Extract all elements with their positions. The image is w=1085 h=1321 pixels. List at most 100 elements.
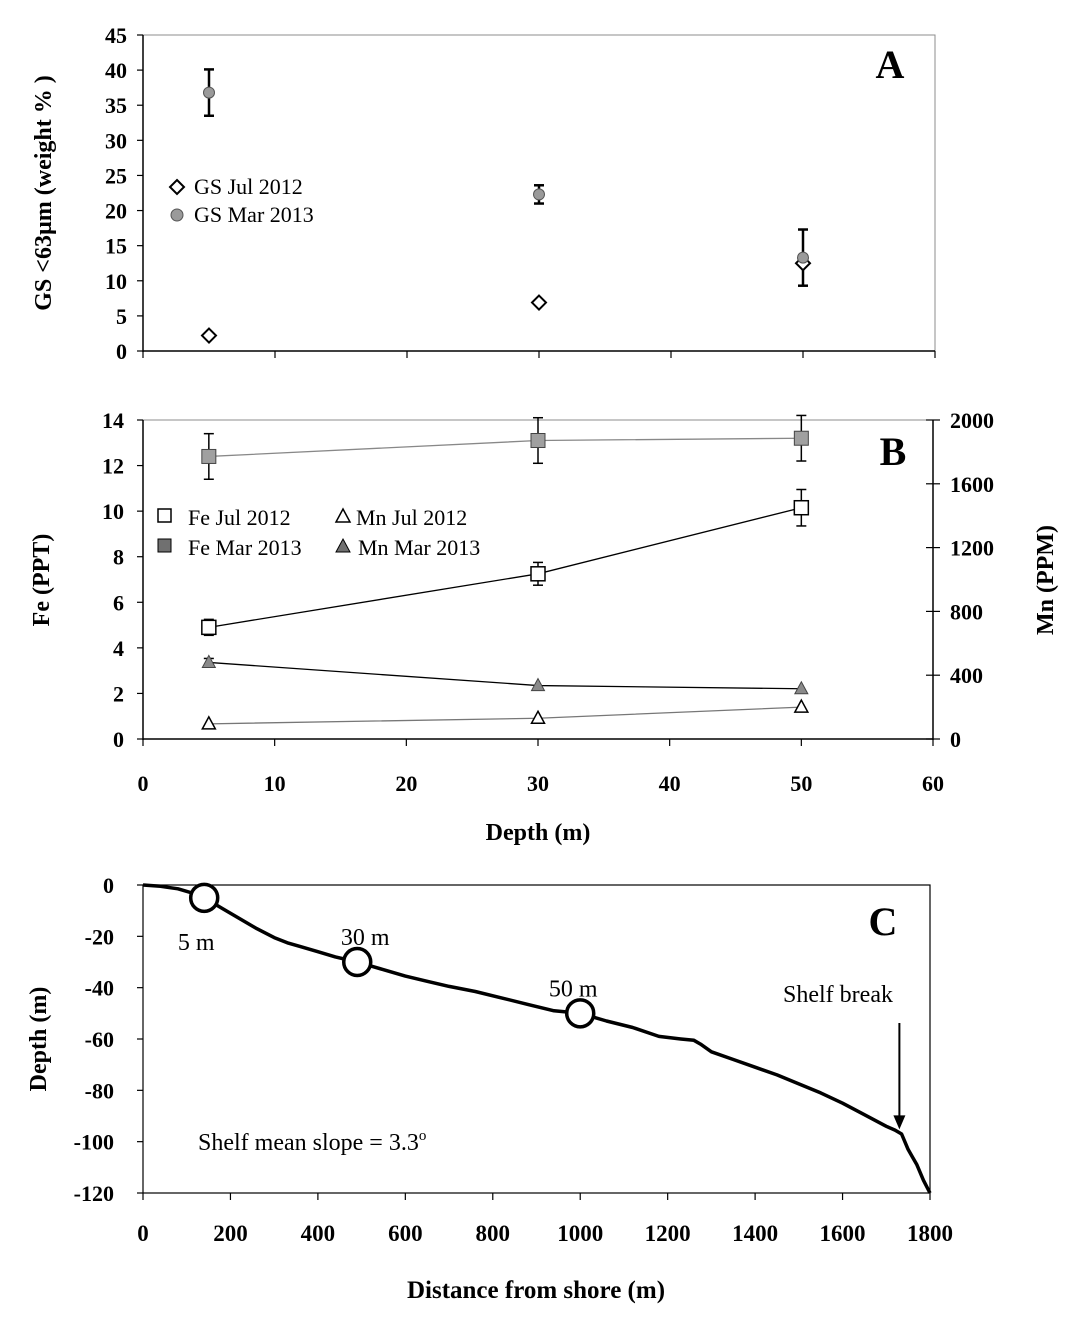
point-mn-mar-2013 (530, 677, 546, 692)
legend-marker-fe-jul-2012 (157, 508, 172, 523)
station-label-5-m: 5 m (178, 930, 215, 956)
series-line-fe-mar-2013 (208, 437, 802, 458)
y2-tick-label: 0 (950, 727, 961, 752)
x-tick-label: 400 (301, 1221, 336, 1246)
legend-marker-gs-jul-2012 (168, 178, 186, 196)
series-line-mn-mar-2013 (208, 661, 802, 690)
panel-b-x-axis-title: Depth (m) (486, 820, 591, 846)
y-tick-label: 10 (102, 499, 124, 524)
station-marker-5-m (188, 882, 220, 914)
panel-b-legend: Fe Jul 2012 Mn Jul 2012 Fe Mar 2013 Mn M… (157, 505, 480, 560)
panel-a-legend: GS Jul 2012 GS Mar 2013 (168, 174, 314, 227)
shelf-break-label: Shelf break (783, 982, 893, 1008)
point-mn-jul-2012 (201, 715, 217, 730)
legend-label-gs-mar-2013: GS Mar 2013 (194, 202, 314, 227)
x-tick-label: 0 (137, 1221, 149, 1246)
legend-marker-mn-jul-2012 (334, 507, 352, 523)
x-tick-label: 30 (527, 771, 549, 796)
y2-tick-label: 1200 (950, 536, 994, 561)
point-gs-jul-2012 (530, 294, 548, 311)
y-tick-label: -40 (85, 976, 114, 1001)
series-line-mn-jul-2012 (208, 706, 802, 725)
station-label-50-m: 50 m (549, 976, 598, 1002)
y-tick-label: -20 (85, 924, 114, 949)
panel-b: 0 2 4 6 8 10 12 14 0 400 800 1200 1600 2000 0 10 20 30 4… (29, 408, 1059, 846)
point-gs-jul-2012 (200, 327, 218, 344)
shelf-slope-annotation: Shelf mean slope = 3.3o (198, 1128, 426, 1156)
panel-b-letter: B (880, 429, 907, 474)
panel-c-x-axis-title: Distance from shore (m) (407, 1277, 665, 1304)
y-tick-label: 14 (102, 408, 124, 433)
shelf-slope-text: Shelf mean slope = 3.3 (198, 1130, 419, 1156)
point-fe-jul-2012 (530, 566, 546, 582)
series-line-fe-jul-2012 (208, 507, 802, 628)
station-marker-30-m (341, 946, 373, 978)
y-tick-label: 6 (113, 590, 124, 615)
panel-a: 0 5 10 15 20 25 30 35 40 45 A GS Jul 2012 GS Mar … (31, 23, 936, 364)
point-fe-mar-2013 (201, 448, 217, 464)
point-mn-jul-2012 (530, 709, 546, 725)
y-tick-label: 0 (113, 727, 124, 752)
station-marker-50-m (564, 998, 596, 1029)
x-tick-label: 50 (790, 771, 812, 796)
y2-tick-label: 400 (950, 663, 983, 688)
y2-tick-label: 1600 (950, 472, 994, 497)
legend-marker-mn-mar-2013 (335, 537, 351, 553)
panel-b-y-axis-title: Fe (PPT) (29, 534, 55, 627)
panel-c-y-axis-title: Depth (m) (26, 987, 52, 1092)
point-fe-jul-2012 (793, 499, 810, 516)
x-tick-label: 1400 (732, 1221, 778, 1246)
y2-tick-label: 800 (950, 599, 983, 624)
legend-label-mn-jul-2012: Mn Jul 2012 (356, 505, 467, 530)
x-tick-label: 0 (138, 771, 149, 796)
legend-label-fe-jul-2012: Fe Jul 2012 (188, 505, 291, 530)
point-fe-mar-2013 (530, 433, 546, 449)
y-tick-label: 10 (105, 269, 127, 294)
legend-label-fe-mar-2013: Fe Mar 2013 (188, 535, 302, 560)
point-fe-mar-2013 (793, 430, 809, 446)
y-tick-label: 0 (103, 873, 114, 898)
point-gs-mar-2013 (533, 188, 545, 201)
legend-label-gs-jul-2012: GS Jul 2012 (194, 174, 303, 199)
x-tick-label: 1000 (557, 1221, 603, 1246)
x-tick-label: 20 (395, 771, 417, 796)
y-tick-label: 8 (113, 545, 124, 570)
x-tick-label: 10 (264, 771, 286, 796)
x-tick-label: 600 (388, 1221, 423, 1246)
y-tick-label: -80 (85, 1078, 114, 1103)
y-tick-label: 25 (105, 163, 127, 188)
y-tick-label: 20 (105, 199, 127, 224)
point-fe-jul-2012 (201, 619, 217, 636)
point-gs-mar-2013 (203, 86, 215, 99)
y-tick-label: 45 (105, 23, 127, 48)
point-gs-mar-2013 (797, 251, 809, 264)
panel-c: 0 -20 -40 -60 -80 -100 -120 0 200 400 600 800 1000 1… (26, 873, 953, 1304)
y-tick-label: -60 (85, 1027, 114, 1052)
y-tick-label: 35 (105, 93, 127, 118)
panel-a-letter: A (876, 42, 905, 87)
y-tick-label: 0 (116, 339, 127, 364)
y-tick-label: 12 (102, 454, 124, 479)
point-mn-mar-2013 (793, 680, 809, 695)
x-tick-label: 800 (476, 1221, 511, 1246)
x-tick-label: 1200 (645, 1221, 691, 1246)
point-mn-jul-2012 (793, 698, 810, 713)
panel-c-letter: C (869, 899, 898, 944)
point-mn-mar-2013 (201, 654, 217, 668)
y-tick-label: 5 (116, 304, 127, 329)
x-tick-label: 1800 (907, 1221, 953, 1246)
y-tick-label: -120 (74, 1181, 114, 1206)
station-label-30-m: 30 m (341, 925, 390, 951)
legend-marker-fe-mar-2013 (157, 538, 172, 553)
legend-label-mn-mar-2013: Mn Mar 2013 (358, 535, 480, 560)
shelf-break-arrow-head (893, 1115, 906, 1130)
panel-b-y2-axis-title: Mn (PPM) (1033, 525, 1059, 635)
y-tick-label: 15 (105, 234, 127, 259)
y-tick-label: -100 (74, 1130, 114, 1155)
x-tick-label: 60 (922, 771, 944, 796)
legend-marker-gs-mar-2013 (170, 208, 184, 222)
x-tick-label: 1600 (820, 1221, 866, 1246)
x-tick-label: 200 (213, 1221, 248, 1246)
shelf-break-arrow (893, 1023, 906, 1130)
